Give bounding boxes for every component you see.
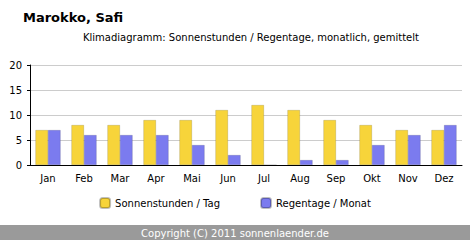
svg-text:Sep: Sep — [327, 173, 346, 184]
svg-text:Nov: Nov — [398, 173, 418, 184]
svg-text:Jul: Jul — [257, 173, 270, 184]
svg-text:Marokko, Safi: Marokko, Safi — [23, 10, 123, 25]
svg-text:0: 0 — [16, 160, 22, 171]
svg-text:Dez: Dez — [434, 173, 453, 184]
svg-text:Klimadiagramm: Sonnenstunden /: Klimadiagramm: Sonnenstunden / Regentage… — [83, 32, 419, 43]
svg-text:20: 20 — [9, 60, 22, 71]
svg-text:Aug: Aug — [290, 173, 310, 184]
svg-text:15: 15 — [9, 85, 22, 96]
svg-text:Mai: Mai — [183, 173, 201, 184]
svg-text:Mar: Mar — [111, 173, 131, 184]
svg-text:Copyright (C) 2011 sonnenlaend: Copyright (C) 2011 sonnenlaender.de — [141, 228, 329, 239]
svg-text:5: 5 — [16, 135, 22, 146]
svg-text:Okt: Okt — [363, 173, 381, 184]
svg-text:Regentage / Monat: Regentage / Monat — [276, 198, 371, 209]
svg-text:Jun: Jun — [219, 173, 236, 184]
svg-text:10: 10 — [9, 110, 22, 121]
svg-text:Feb: Feb — [75, 173, 93, 184]
svg-text:Sonnenstunden / Tag: Sonnenstunden / Tag — [115, 198, 220, 209]
svg-text:Jan: Jan — [39, 173, 55, 184]
svg-text:Apr: Apr — [147, 173, 165, 184]
